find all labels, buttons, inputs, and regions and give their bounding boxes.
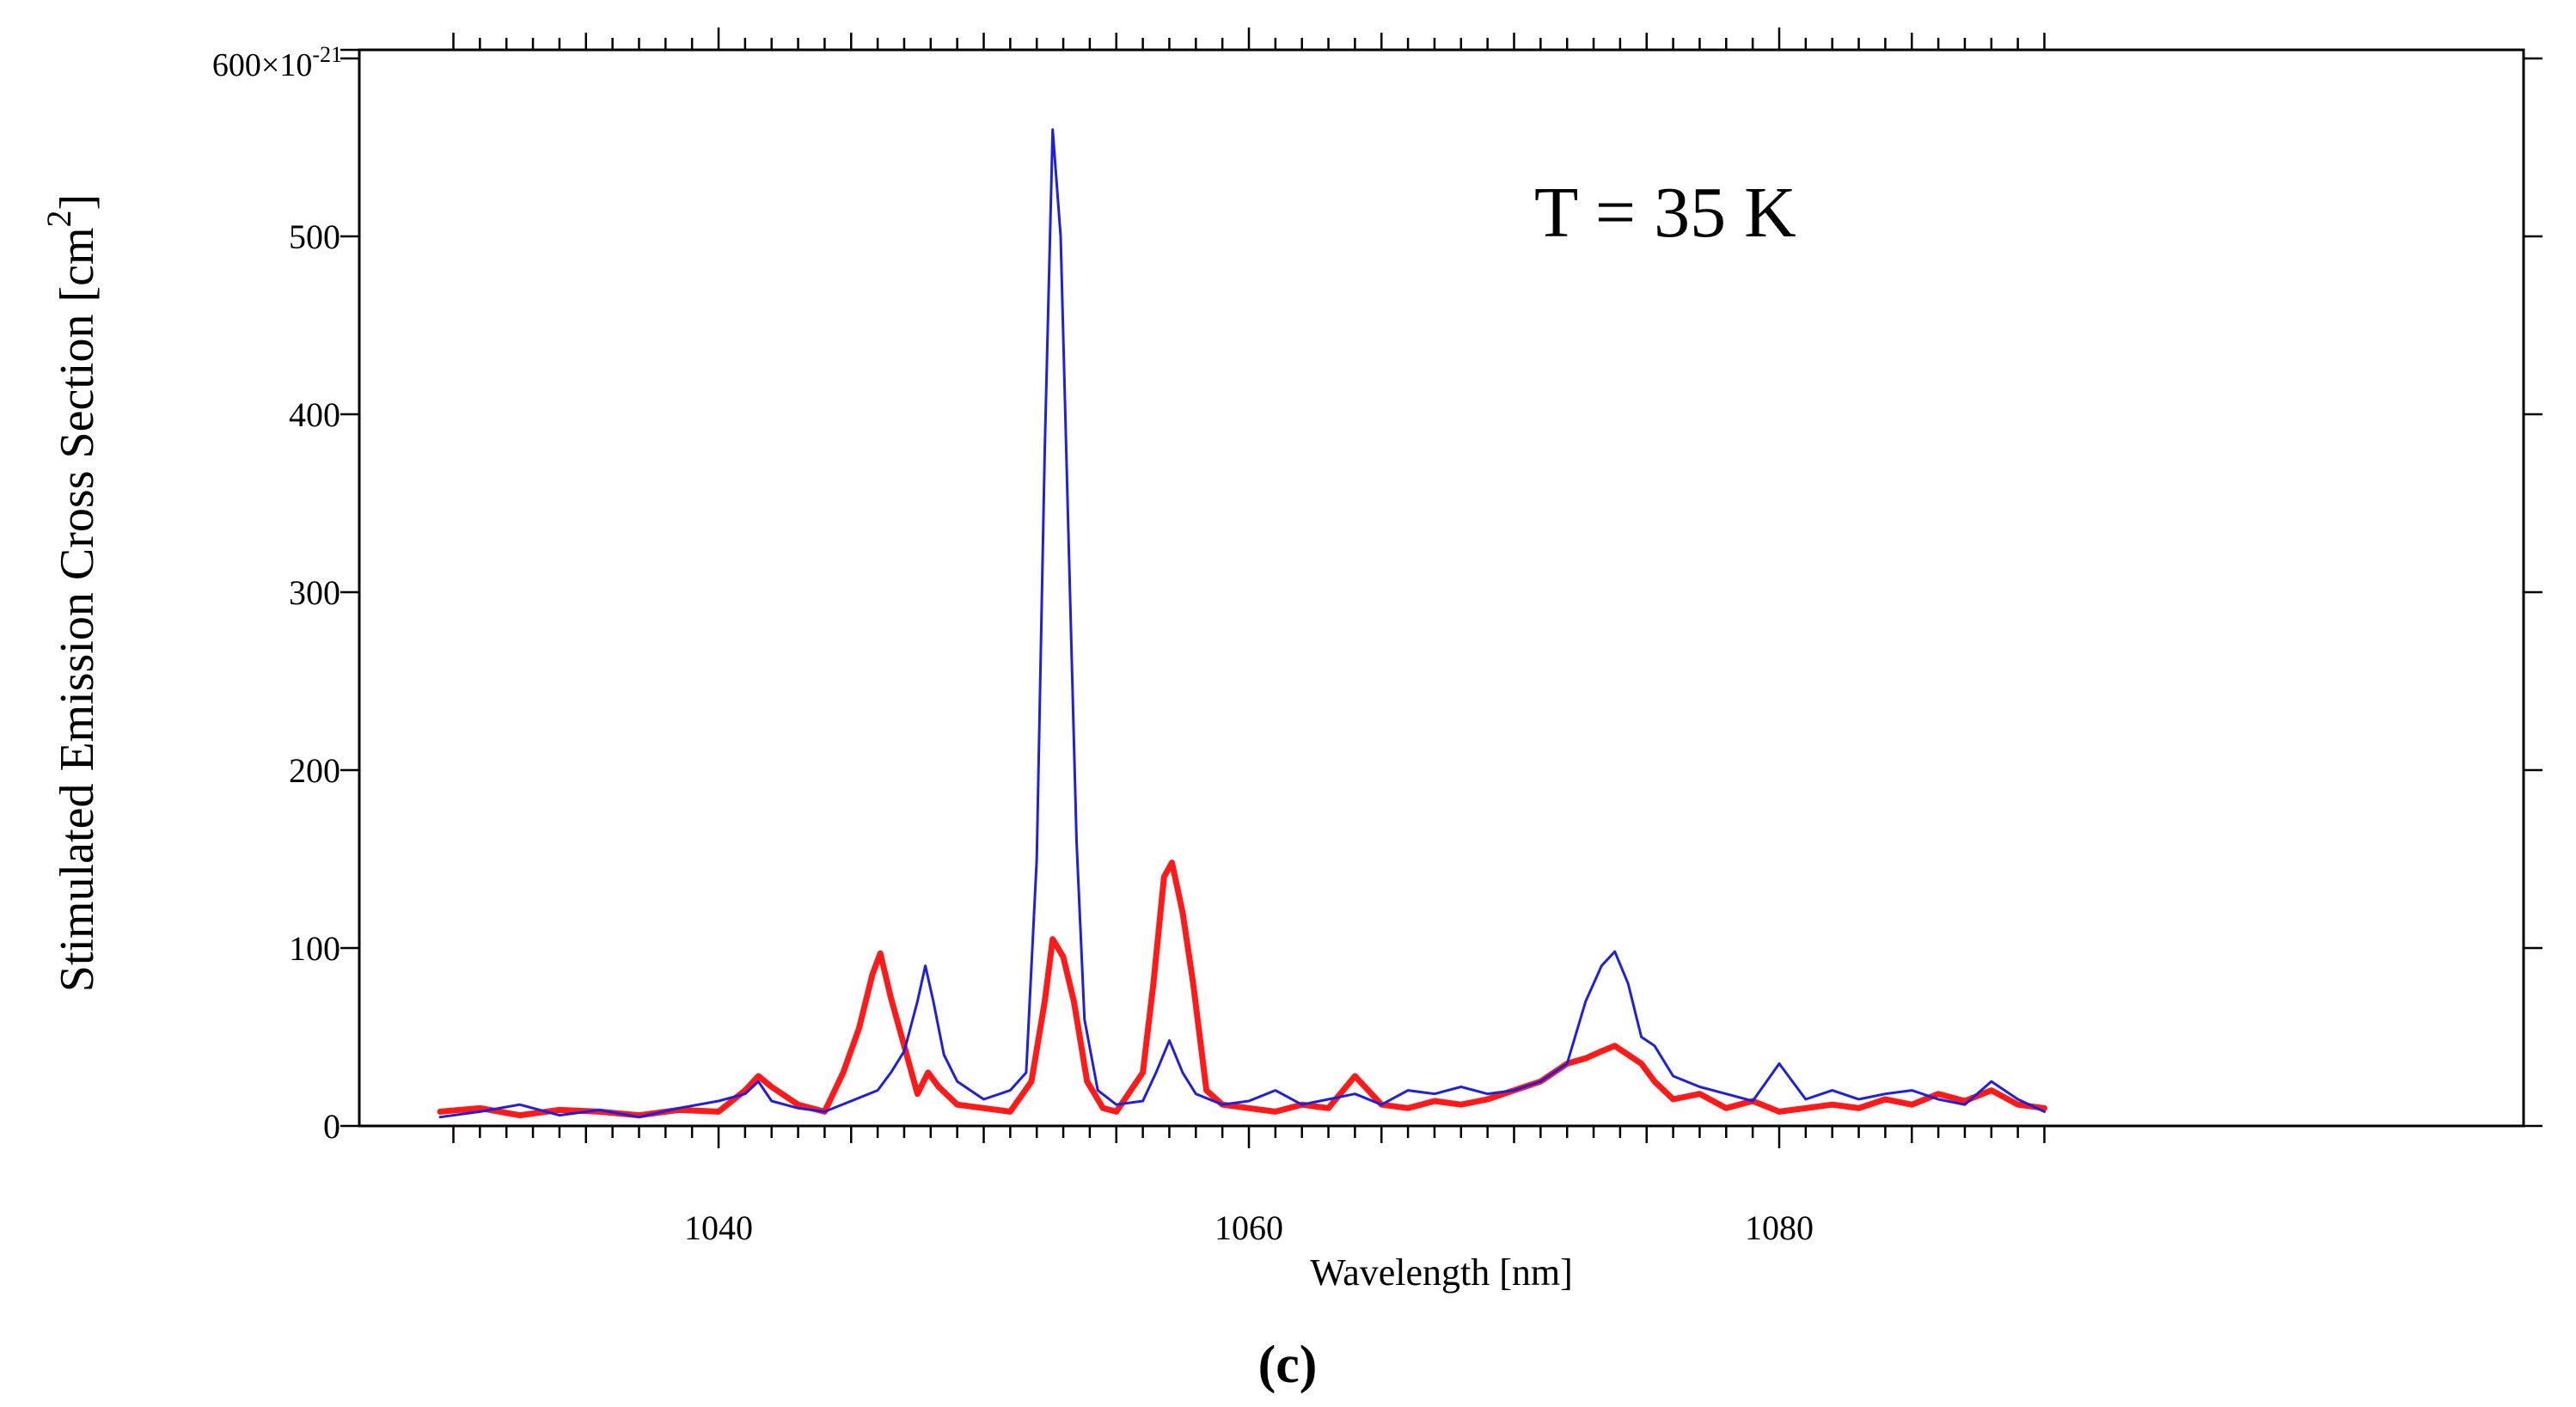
- y-tick-label: 200: [289, 751, 340, 790]
- x-axis-ticks: [452, 28, 2046, 1148]
- x-tick-label: 1060: [1215, 1208, 1283, 1247]
- y-tick-label: 300: [289, 573, 340, 612]
- y-tick-label: 500: [289, 217, 340, 256]
- series-line-blue: [438, 128, 2046, 1119]
- y-axis-ticks: [340, 48, 2542, 1128]
- y-axis-label-close: ]: [51, 194, 104, 211]
- y-top-scale-base: 600×10: [212, 47, 312, 83]
- y-axis-label: Stimulated Emission Cross Section [cm2]: [40, 194, 104, 992]
- series-line-red: [437, 859, 2047, 1119]
- x-tick-label: 1080: [1745, 1208, 1814, 1247]
- y-axis-tick-labels: 0 100 200 300 400 500: [289, 217, 340, 1146]
- x-axis-tick-labels: 1040 1060 1080: [684, 1208, 1814, 1247]
- x-tick-label: 1040: [684, 1208, 753, 1247]
- y-top-scale-label: 600×10-21: [212, 42, 342, 83]
- y-axis-label-text: Stimulated Emission Cross Section [cm: [51, 227, 104, 992]
- series-layer: [437, 128, 2047, 1119]
- y-tick-label: 400: [289, 395, 340, 434]
- y-top-scale-exponent: -21: [312, 42, 342, 67]
- plot-frame: [358, 48, 2525, 1128]
- temperature-annotation: T = 35 K: [1534, 173, 1796, 253]
- x-axis-label: Wavelength [nm]: [1310, 1251, 1573, 1294]
- y-tick-label: 0: [323, 1107, 340, 1146]
- panel-label: (c): [1258, 1336, 1318, 1394]
- y-tick-label: 100: [289, 929, 340, 968]
- y-axis-label-superscript: 2: [40, 210, 78, 227]
